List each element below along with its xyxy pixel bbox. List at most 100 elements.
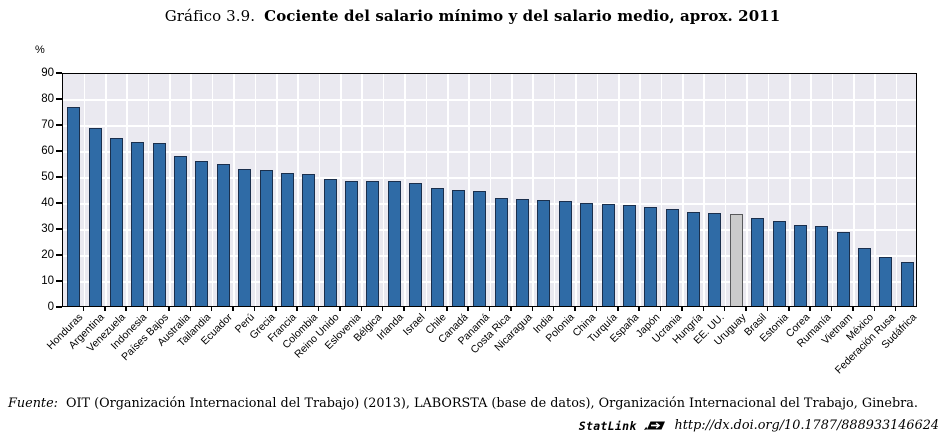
gridline-v-18 [446,74,449,306]
bar-paises-bajos [152,143,166,306]
gridline-v-16 [404,74,406,306]
x-tick-5 [168,307,170,311]
bar-argentina [88,127,102,306]
x-tick-2 [104,307,106,311]
bar-vietnam [836,232,850,306]
y-tick-label-40: 40 [41,197,54,209]
source-text: OIT (Organización Internacional del Trab… [65,396,918,411]
gridline-v-34 [788,74,791,306]
gridline-v-26 [617,74,620,306]
gridline-v-19 [468,74,470,306]
gridline-v-9 [254,74,257,306]
bar-turquia [601,203,615,306]
bar-espana [622,205,636,306]
y-tick-label-0: 0 [47,301,54,313]
bar-venezuela [109,138,123,306]
bar-eslovenia [345,180,359,306]
gridline-h-70 [63,125,916,127]
x-tick-22 [531,307,533,311]
gridline-v-37 [853,74,855,306]
bar-tailandia [195,161,209,306]
bar-israel [409,183,423,306]
x-tick-6 [189,307,191,311]
bar-chile [430,188,444,306]
gridline-h-30 [63,229,916,231]
x-tick-15 [381,307,384,311]
gridline-v-23 [553,74,556,306]
bar-panama [473,191,487,306]
gridline-v-32 [746,74,748,306]
gridline-v-8 [233,74,235,306]
bar-japon [644,206,658,306]
gridline-v-10 [275,74,278,306]
y-tick-label-10: 10 [41,275,54,287]
plot-area [62,73,917,307]
bar-federacion-rusa [879,256,893,306]
y-tick-90 [56,72,62,74]
x-tick-1 [82,307,85,311]
bar-india [537,200,551,306]
gridline-v-15 [382,74,385,306]
bar-sudafrica [900,262,914,306]
bar-indonesia [131,141,145,306]
gridline-v-29 [682,74,684,306]
bar-ee-uu [708,213,722,306]
x-tick-33 [766,307,769,311]
gridline-v-24 [575,74,577,306]
statlink-url[interactable]: http://dx.doi.org/10.1787/888933146624 [674,418,939,433]
x-tick-3 [125,307,127,311]
x-tick-30 [702,307,704,311]
bar-estonia [772,220,786,306]
bar-francia [280,172,294,306]
y-tick-50 [56,176,62,178]
x-tick-29 [681,307,683,311]
bar-hungria [687,211,701,306]
x-tick-27 [638,307,640,311]
x-tick-17 [424,307,427,311]
x-label-israel: Israel [400,311,428,338]
x-tick-31 [723,307,726,311]
x-tick-32 [745,307,747,311]
bar-ucrania [665,209,679,306]
x-tick-7 [210,307,213,311]
x-tick-34 [788,307,790,311]
x-tick-9 [253,307,256,311]
gridline-v-14 [361,74,364,306]
gridline-v-1 [83,74,86,306]
x-tick-26 [617,307,619,311]
gridline-h-20 [63,255,916,257]
gridline-v-5 [169,74,171,306]
y-tick-80 [56,98,62,100]
x-tick-38 [873,307,875,311]
x-tick-28 [659,307,662,311]
y-tick-label-50: 50 [41,171,54,183]
bar-corea [793,224,807,306]
bar-uruguay [729,214,743,306]
gridline-v-28 [660,74,663,306]
y-tick-20 [56,254,62,256]
x-tick-19 [467,307,469,311]
bar-mexico [858,247,872,306]
x-tick-37 [852,307,854,311]
gridline-v-11 [297,74,299,306]
y-tick-label-90: 90 [41,67,54,79]
gridline-v-33 [767,74,770,306]
gridline-v-35 [810,74,812,306]
x-tick-11 [296,307,298,311]
bar-china [580,202,594,306]
bar-colombia [302,174,316,306]
chart-title: Gráfico 3.9. Cociente del salario mínimo … [0,7,945,25]
gridline-v-12 [318,74,321,306]
y-tick-label-70: 70 [41,119,54,131]
bar-peru [238,169,252,306]
gridline-v-2 [104,74,107,306]
bar-grecia [259,170,273,306]
gridline-v-20 [489,74,492,306]
bar-ecuador [216,163,230,306]
gridline-v-25 [596,74,599,306]
y-tick-30 [56,228,62,230]
gridline-v-13 [340,74,342,306]
x-tick-39 [894,307,897,311]
gridline-h-10 [63,281,916,283]
